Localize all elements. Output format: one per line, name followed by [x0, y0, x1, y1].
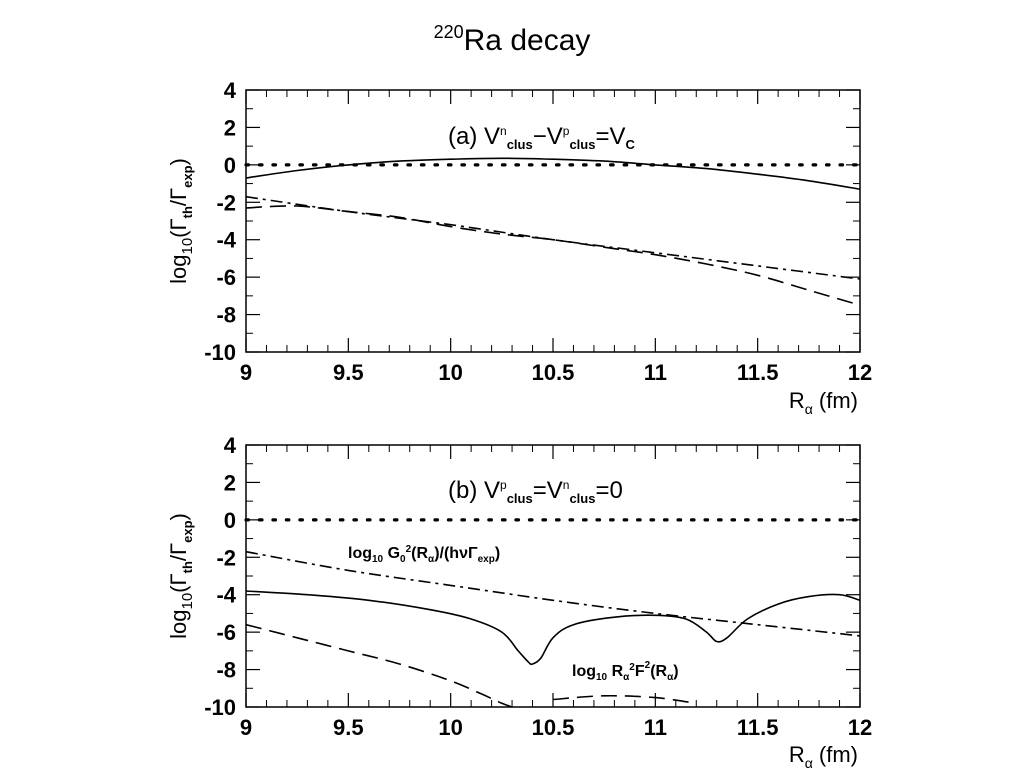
y-tick-label: -6 [216, 265, 236, 290]
x-tick-label: 11 [644, 360, 667, 385]
y-tick-label: 4 [224, 433, 237, 458]
y-tick-label: -2 [216, 545, 236, 570]
x-tick-label: 12 [848, 360, 872, 385]
series-layer [244, 157, 862, 306]
x-tick-label: 12 [848, 715, 872, 740]
panel-label: (a) Vnclus−Vpclus=VC [448, 123, 635, 152]
tick-marks [245, 89, 861, 353]
y-tick-label: 2 [224, 115, 236, 140]
series-line-dash-dot [245, 550, 861, 637]
y-tick-label: 0 [224, 153, 236, 178]
x-tick-label: 9.5 [333, 360, 364, 385]
series-line-solid [245, 157, 861, 190]
y-tick-label: -10 [204, 695, 236, 720]
y-axis-label: log10(Γth/Γexp) [166, 513, 196, 639]
y-tick-label: -10 [204, 340, 236, 365]
series-line-dashed [552, 694, 697, 705]
tick-marks [245, 444, 861, 708]
x-tick-label: 11 [644, 715, 667, 740]
series-line-dashed [245, 623, 513, 708]
y-tick-label: -8 [216, 303, 236, 328]
panel-label: (b) Vpclus=Vnclus=0 [448, 477, 623, 506]
x-tick-label: 10 [438, 715, 462, 740]
y-tick-label: 2 [224, 470, 236, 495]
x-tick-label: 11.5 [737, 360, 779, 385]
y-tick-labels: 4 2 0 -2 -4 -6 -8 -10 [204, 433, 237, 720]
x-axis-label: Rα (fm) [789, 388, 858, 417]
annotation-g0: log10 G02(Rα)/(hνΓexp) [348, 544, 500, 565]
x-tick-label: 11.5 [737, 715, 779, 740]
y-tick-label: -8 [216, 658, 236, 683]
x-axis-label: Rα (fm) [789, 742, 858, 768]
x-tick-labels: 9 9.5 10 10.5 11 11.5 12 [240, 360, 872, 385]
x-tick-label: 10.5 [532, 715, 575, 740]
x-tick-label: 9 [240, 360, 252, 385]
series-layer [244, 518, 862, 708]
y-tick-labels: 4 2 0 -2 -4 -6 -8 -10 [204, 78, 237, 365]
x-tick-label: 10 [438, 360, 462, 385]
y-tick-label: 4 [224, 78, 237, 103]
series-line-dashed [245, 205, 861, 306]
panel-b: 9 9.5 10 10.5 11 11.5 12 4 2 0 -2 -4 -6 -8 -10 (b) Vp… [166, 433, 872, 768]
x-tick-label: 9.5 [333, 715, 364, 740]
series-line-solid [245, 590, 861, 666]
title-superscript: 220 [433, 22, 464, 42]
annotation-f2: log10 Rα2F2(Rα) [572, 660, 679, 683]
title-text: Ra decay [463, 24, 591, 57]
x-tick-labels: 9 9.5 10 10.5 11 11.5 12 [240, 715, 872, 740]
y-tick-label: -2 [216, 190, 236, 215]
y-tick-label: -4 [216, 228, 236, 253]
series-line-dash-dot [245, 195, 861, 280]
y-axis-label: log10(Γth/Γexp) [166, 158, 196, 284]
x-tick-label: 9 [240, 715, 252, 740]
y-tick-label: -6 [216, 620, 236, 645]
y-tick-label: 0 [224, 508, 236, 533]
slide-title: 220Ra decay [0, 22, 1024, 58]
y-tick-label: -4 [216, 583, 236, 608]
x-tick-label: 10.5 [532, 360, 575, 385]
panel-a: 9 9.5 10 10.5 11 11.5 12 4 2 0 -2 -4 -6 -8 -10 (a) Vn… [166, 78, 872, 417]
